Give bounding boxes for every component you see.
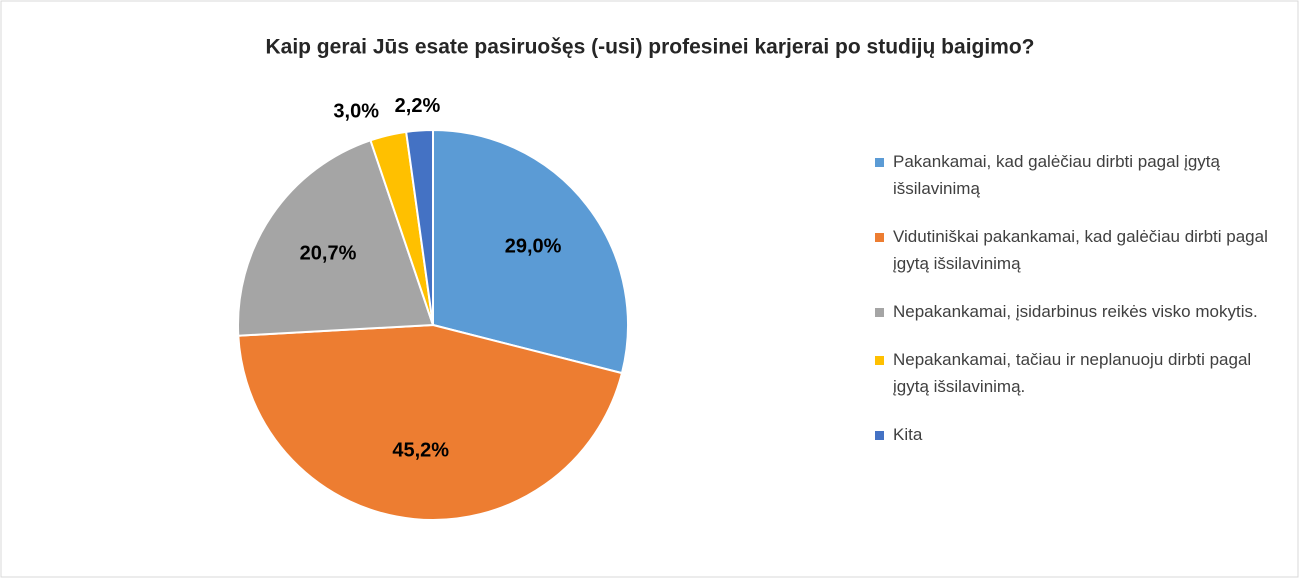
legend-item: Kita [875, 421, 1275, 448]
legend-swatch [875, 308, 884, 317]
legend-label: Nepakankamai, tačiau ir neplanuoju dirbt… [893, 350, 1252, 396]
legend-swatch [875, 356, 884, 365]
legend: Pakankamai, kad galėčiau dirbti pagal įg… [875, 148, 1275, 469]
pie-slice [432, 128, 629, 375]
legend-label: Kita [893, 425, 923, 444]
pie-slice [405, 128, 434, 326]
pie-slice [237, 323, 624, 521]
legend-label: Pakankamai, kad galėčiau dirbti pagal įg… [893, 152, 1220, 198]
legend-swatch [875, 431, 884, 440]
legend-item: Nepakankamai, tačiau ir neplanuoju dirbt… [875, 346, 1275, 400]
data-label: 3,0% [333, 100, 379, 122]
legend-item: Pakankamai, kad galėčiau dirbti pagal įg… [875, 148, 1275, 202]
data-label: 20,7% [300, 242, 357, 264]
data-label: 2,2% [395, 95, 441, 117]
legend-swatch [875, 158, 884, 167]
legend-label: Nepakankamai, įsidarbinus reikės visko m… [893, 302, 1258, 321]
pie-slice [237, 139, 435, 337]
legend-label: Vidutiniškai pakankamai, kad galėčiau di… [893, 227, 1268, 273]
data-label: 29,0% [505, 236, 562, 258]
legend-item: Vidutiniškai pakankamai, kad galėčiau di… [875, 223, 1275, 277]
chart-title: Kaip gerai Jūs esate pasiruošęs (-usi) p… [265, 36, 1034, 59]
legend-item: Nepakankamai, įsidarbinus reikės visko m… [875, 298, 1275, 325]
legend-swatch [875, 233, 884, 242]
data-label: 45,2% [392, 439, 449, 461]
